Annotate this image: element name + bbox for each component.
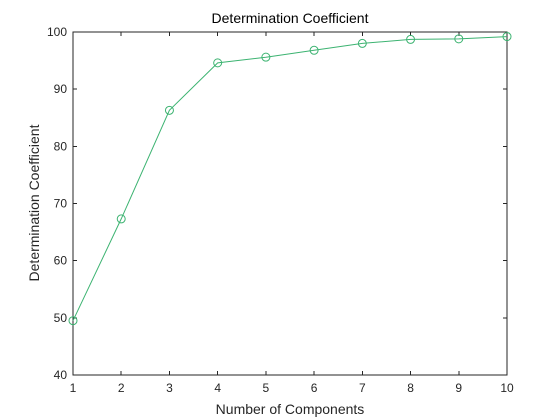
y-tick-label: 70 <box>54 197 68 211</box>
y-tick-label: 80 <box>54 139 68 153</box>
x-tick-label: 6 <box>311 381 318 395</box>
y-tick-label: 100 <box>47 25 67 39</box>
x-tick-label: 5 <box>263 381 270 395</box>
series-line <box>72 36 508 321</box>
data-point-marker <box>116 214 126 224</box>
x-tick-label: 7 <box>359 381 366 395</box>
data-point-marker <box>357 38 367 48</box>
y-axis-label: Determination Coefficient <box>26 124 42 281</box>
y-tick-label: 90 <box>54 82 68 96</box>
ticks-layer: 1 2 3 4 5 6 7 8 9 10 40 50 60 70 80 90 100 <box>47 25 514 395</box>
chart-title: Determination Coefficient <box>212 10 369 26</box>
x-tick-label: 3 <box>166 381 173 395</box>
y-tick-label: 50 <box>54 311 68 325</box>
x-tick-label: 2 <box>118 381 125 395</box>
plot-area-background <box>73 32 507 375</box>
x-tick-label: 10 <box>500 381 514 395</box>
x-axis-label: Number of Components <box>216 401 365 417</box>
x-tick-label: 9 <box>455 381 462 395</box>
data-point-marker <box>213 58 223 68</box>
data-point-marker <box>164 105 174 115</box>
x-tick-label: 4 <box>214 381 221 395</box>
data-point-marker <box>309 45 319 55</box>
data-point-marker <box>406 34 416 44</box>
y-tick-label: 40 <box>54 368 68 382</box>
x-tick-label: 8 <box>407 381 414 395</box>
data-point-marker <box>502 32 512 42</box>
y-tick-label: 60 <box>54 254 68 268</box>
data-point-marker <box>68 316 78 326</box>
series-layer <box>68 32 512 326</box>
data-point-marker <box>454 34 464 44</box>
x-tick-label: 1 <box>70 381 77 395</box>
data-point-marker <box>261 52 271 62</box>
